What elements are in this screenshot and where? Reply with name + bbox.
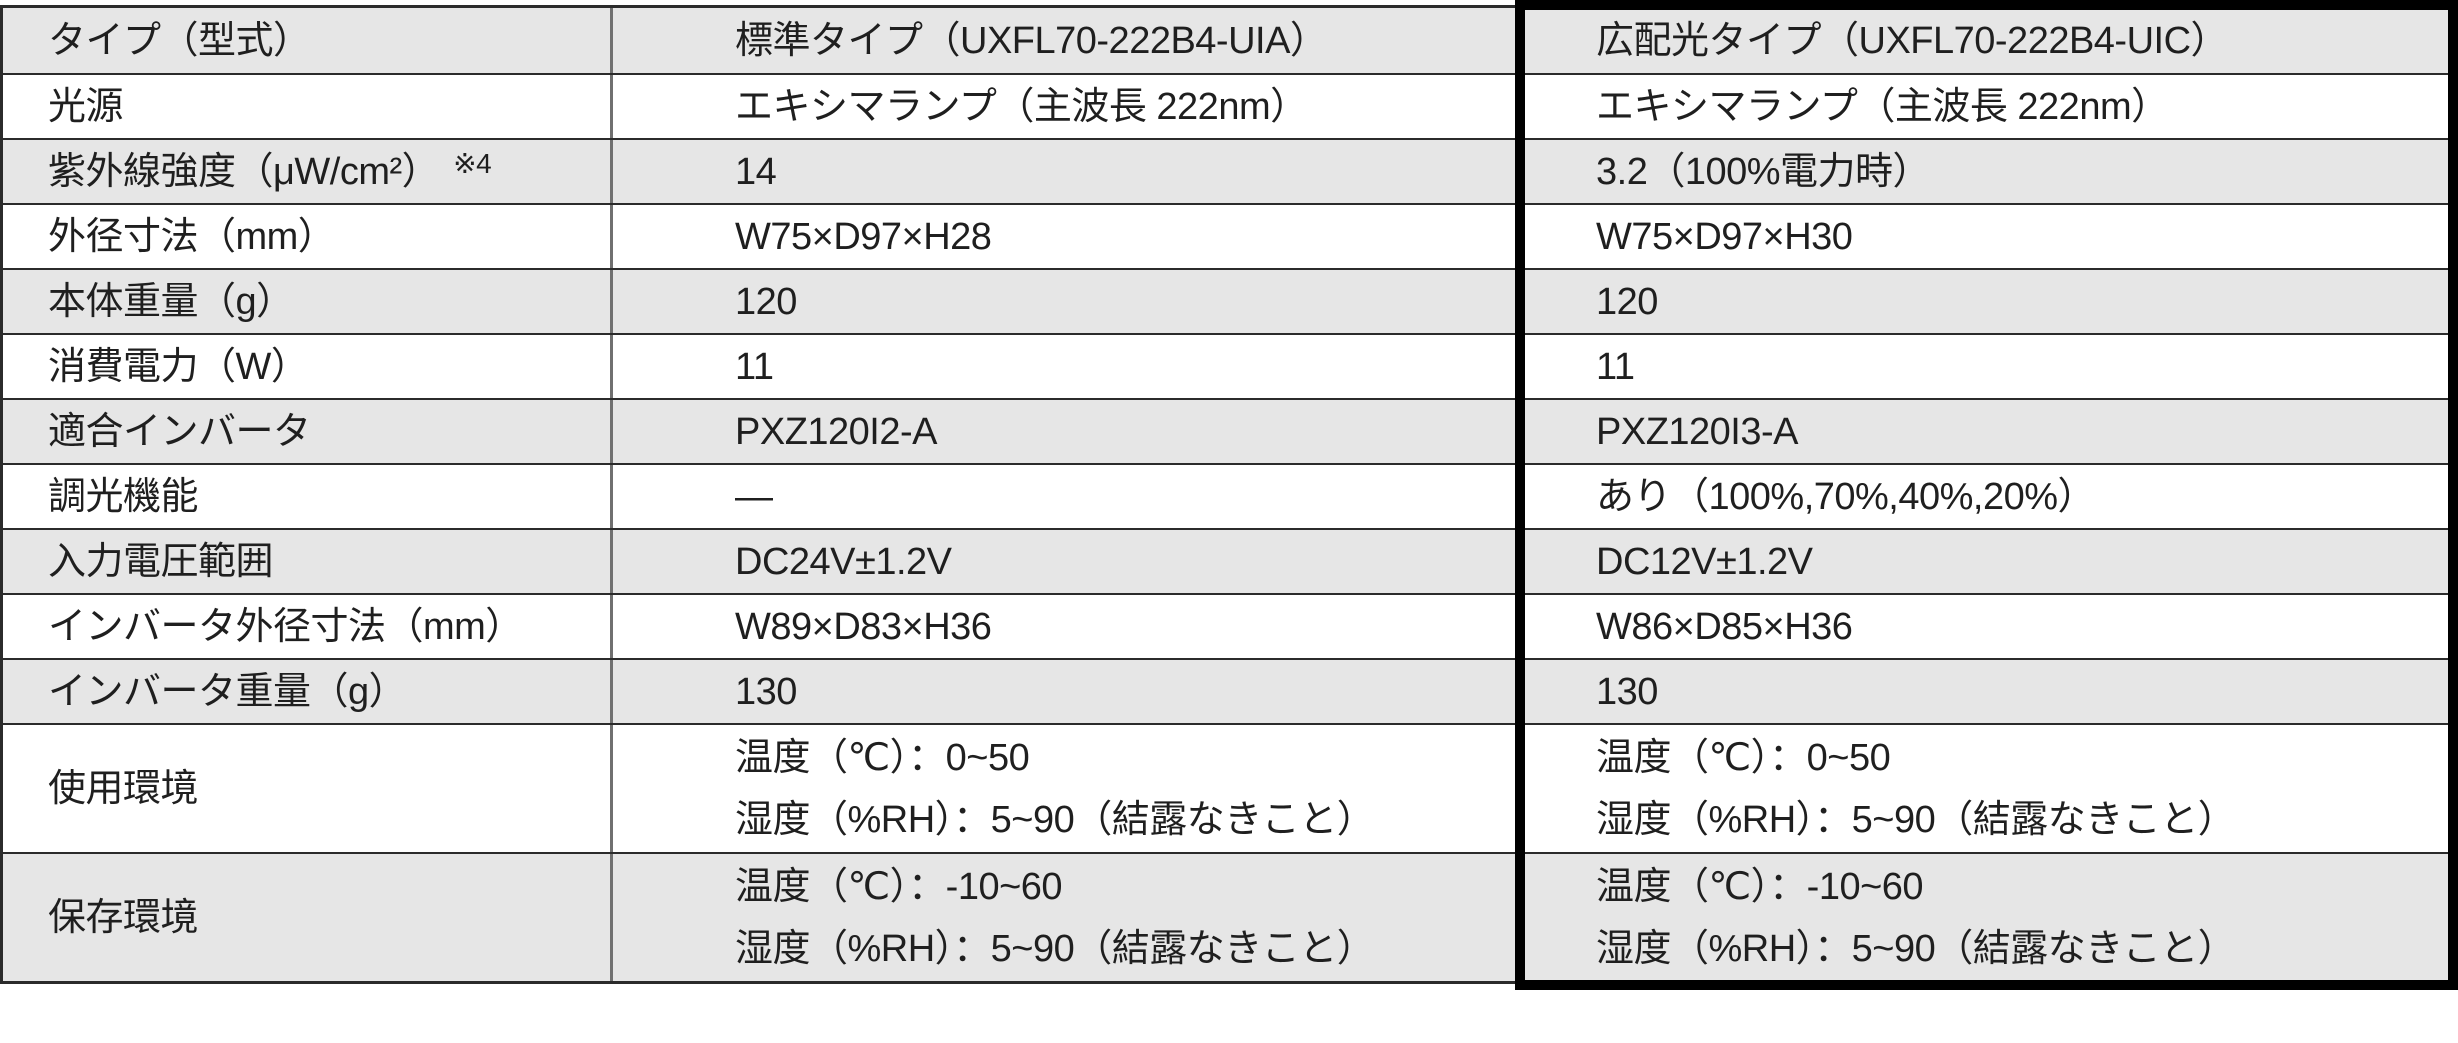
- standard-value: 11: [735, 345, 774, 388]
- standard-value: —: [735, 475, 773, 518]
- wide-value: 130: [1596, 670, 1658, 713]
- wide-value: W75×D97×H30: [1596, 215, 1853, 258]
- row-label: タイプ（型式）: [48, 19, 311, 62]
- row-label: 入力電圧範囲: [48, 540, 274, 583]
- standard-value: PXZ120I2-A: [735, 410, 938, 453]
- row-label-cell: 外径寸法（mm）: [3, 205, 613, 268]
- table-row-storage-environment: 保存環境 温度（℃）：-10~60 湿度（%RH）：5~90（結露なきこと） 温…: [3, 852, 2455, 981]
- row-label: 本体重量（g）: [48, 280, 294, 323]
- spec-table: タイプ（型式） 標準タイプ（UXFL70-222B4-UIA） 広配光タイプ（U…: [0, 5, 2458, 984]
- standard-type-value: 標準タイプ（UXFL70-222B4-UIA）: [735, 19, 1328, 62]
- row-label: インバータ重量（g）: [48, 670, 407, 713]
- row-label-cell: インバータ外径寸法（mm）: [3, 595, 613, 658]
- wide-value: 温度（℃）：0~50 湿度（%RH）：5~90（結露なきこと）: [1596, 736, 2236, 841]
- row-label-cell: 適合インバータ: [3, 400, 613, 463]
- standard-value: 温度（℃）：0~50 湿度（%RH）：5~90（結露なきこと）: [735, 736, 1375, 841]
- wide-value: 120: [1596, 280, 1658, 323]
- standard-value: 130: [735, 670, 797, 713]
- standard-value: DC24V±1.2V: [735, 540, 952, 583]
- standard-value: W89×D83×H36: [735, 605, 992, 648]
- row-label: 適合インバータ: [48, 410, 311, 453]
- standard-value: 14: [735, 150, 777, 193]
- row-label: 紫外線強度（μW/cm²）: [48, 150, 440, 193]
- row-label-cell: 光源: [3, 75, 613, 138]
- row-label: 保存環境: [48, 896, 199, 939]
- table-row-dimming-function: 調光機能 — あり（100%,70%,40%,20%）: [3, 463, 2455, 528]
- row-label: インバータ外径寸法（mm）: [48, 605, 523, 648]
- table-row-operating-environment: 使用環境 温度（℃）：0~50 湿度（%RH）：5~90（結露なきこと） 温度（…: [3, 723, 2455, 852]
- wide-value: あり（100%,70%,40%,20%）: [1596, 475, 2096, 518]
- row-label: 使用環境: [48, 767, 199, 810]
- wide-value: DC12V±1.2V: [1596, 540, 1813, 583]
- row-label-cell: 入力電圧範囲: [3, 530, 613, 593]
- table-row-light-source: 光源 エキシマランプ（主波長 222nm） エキシマランプ（主波長 222nm）: [3, 73, 2455, 138]
- row-label-cell: 保存環境: [3, 854, 613, 981]
- wide-value: 3.2（100%電力時）: [1596, 150, 1931, 193]
- wide-value: PXZ120I3-A: [1596, 410, 1799, 453]
- row-label-note: ※4: [453, 147, 492, 179]
- table-row-compatible-inverter: 適合インバータ PXZ120I2-A PXZ120I3-A: [3, 398, 2455, 463]
- table-row-input-voltage-range: 入力電圧範囲 DC24V±1.2V DC12V±1.2V: [3, 528, 2455, 593]
- row-label-cell: インバータ重量（g）: [3, 660, 613, 723]
- standard-value: 温度（℃）：-10~60 湿度（%RH）：5~90（結露なきこと）: [735, 865, 1375, 970]
- row-label-cell: タイプ（型式）: [3, 8, 613, 73]
- wide-value: エキシマランプ（主波長 222nm）: [1596, 85, 2169, 128]
- row-label: 外径寸法（mm）: [48, 215, 336, 258]
- wide-value: 温度（℃）：-10~60 湿度（%RH）：5~90（結露なきこと）: [1596, 865, 2236, 970]
- row-label: 光源: [48, 85, 124, 128]
- wide-value: W86×D85×H36: [1596, 605, 1853, 648]
- table-row-type: タイプ（型式） 標準タイプ（UXFL70-222B4-UIA） 広配光タイプ（U…: [3, 8, 2455, 73]
- row-label: 調光機能: [48, 475, 199, 518]
- table-row-body-weight: 本体重量（g） 120 120: [3, 268, 2455, 333]
- table-row-power-consumption: 消費電力（W） 11 11: [3, 333, 2455, 398]
- row-label-cell: 消費電力（W）: [3, 335, 613, 398]
- standard-value: 120: [735, 280, 797, 323]
- table-row-inverter-dimensions: インバータ外径寸法（mm） W89×D83×H36 W86×D85×H36: [3, 593, 2455, 658]
- wide-type-value: 広配光タイプ（UXFL70-222B4-UIC）: [1596, 19, 2229, 62]
- row-label-cell: 調光機能: [3, 465, 613, 528]
- table-row-outer-dimensions: 外径寸法（mm） W75×D97×H28 W75×D97×H30: [3, 203, 2455, 268]
- wide-value: 11: [1596, 345, 1635, 388]
- row-label-cell: 本体重量（g）: [3, 270, 613, 333]
- row-label: 消費電力（W）: [48, 345, 309, 388]
- table-row-inverter-weight: インバータ重量（g） 130 130: [3, 658, 2455, 723]
- table-row-uv-intensity: 紫外線強度（μW/cm²） ※4 14 3.2（100%電力時）: [3, 138, 2455, 203]
- row-label-cell: 使用環境: [3, 725, 613, 852]
- standard-value: エキシマランプ（主波長 222nm）: [735, 85, 1308, 128]
- row-label-cell: 紫外線強度（μW/cm²） ※4: [3, 140, 613, 203]
- standard-value: W75×D97×H28: [735, 215, 992, 258]
